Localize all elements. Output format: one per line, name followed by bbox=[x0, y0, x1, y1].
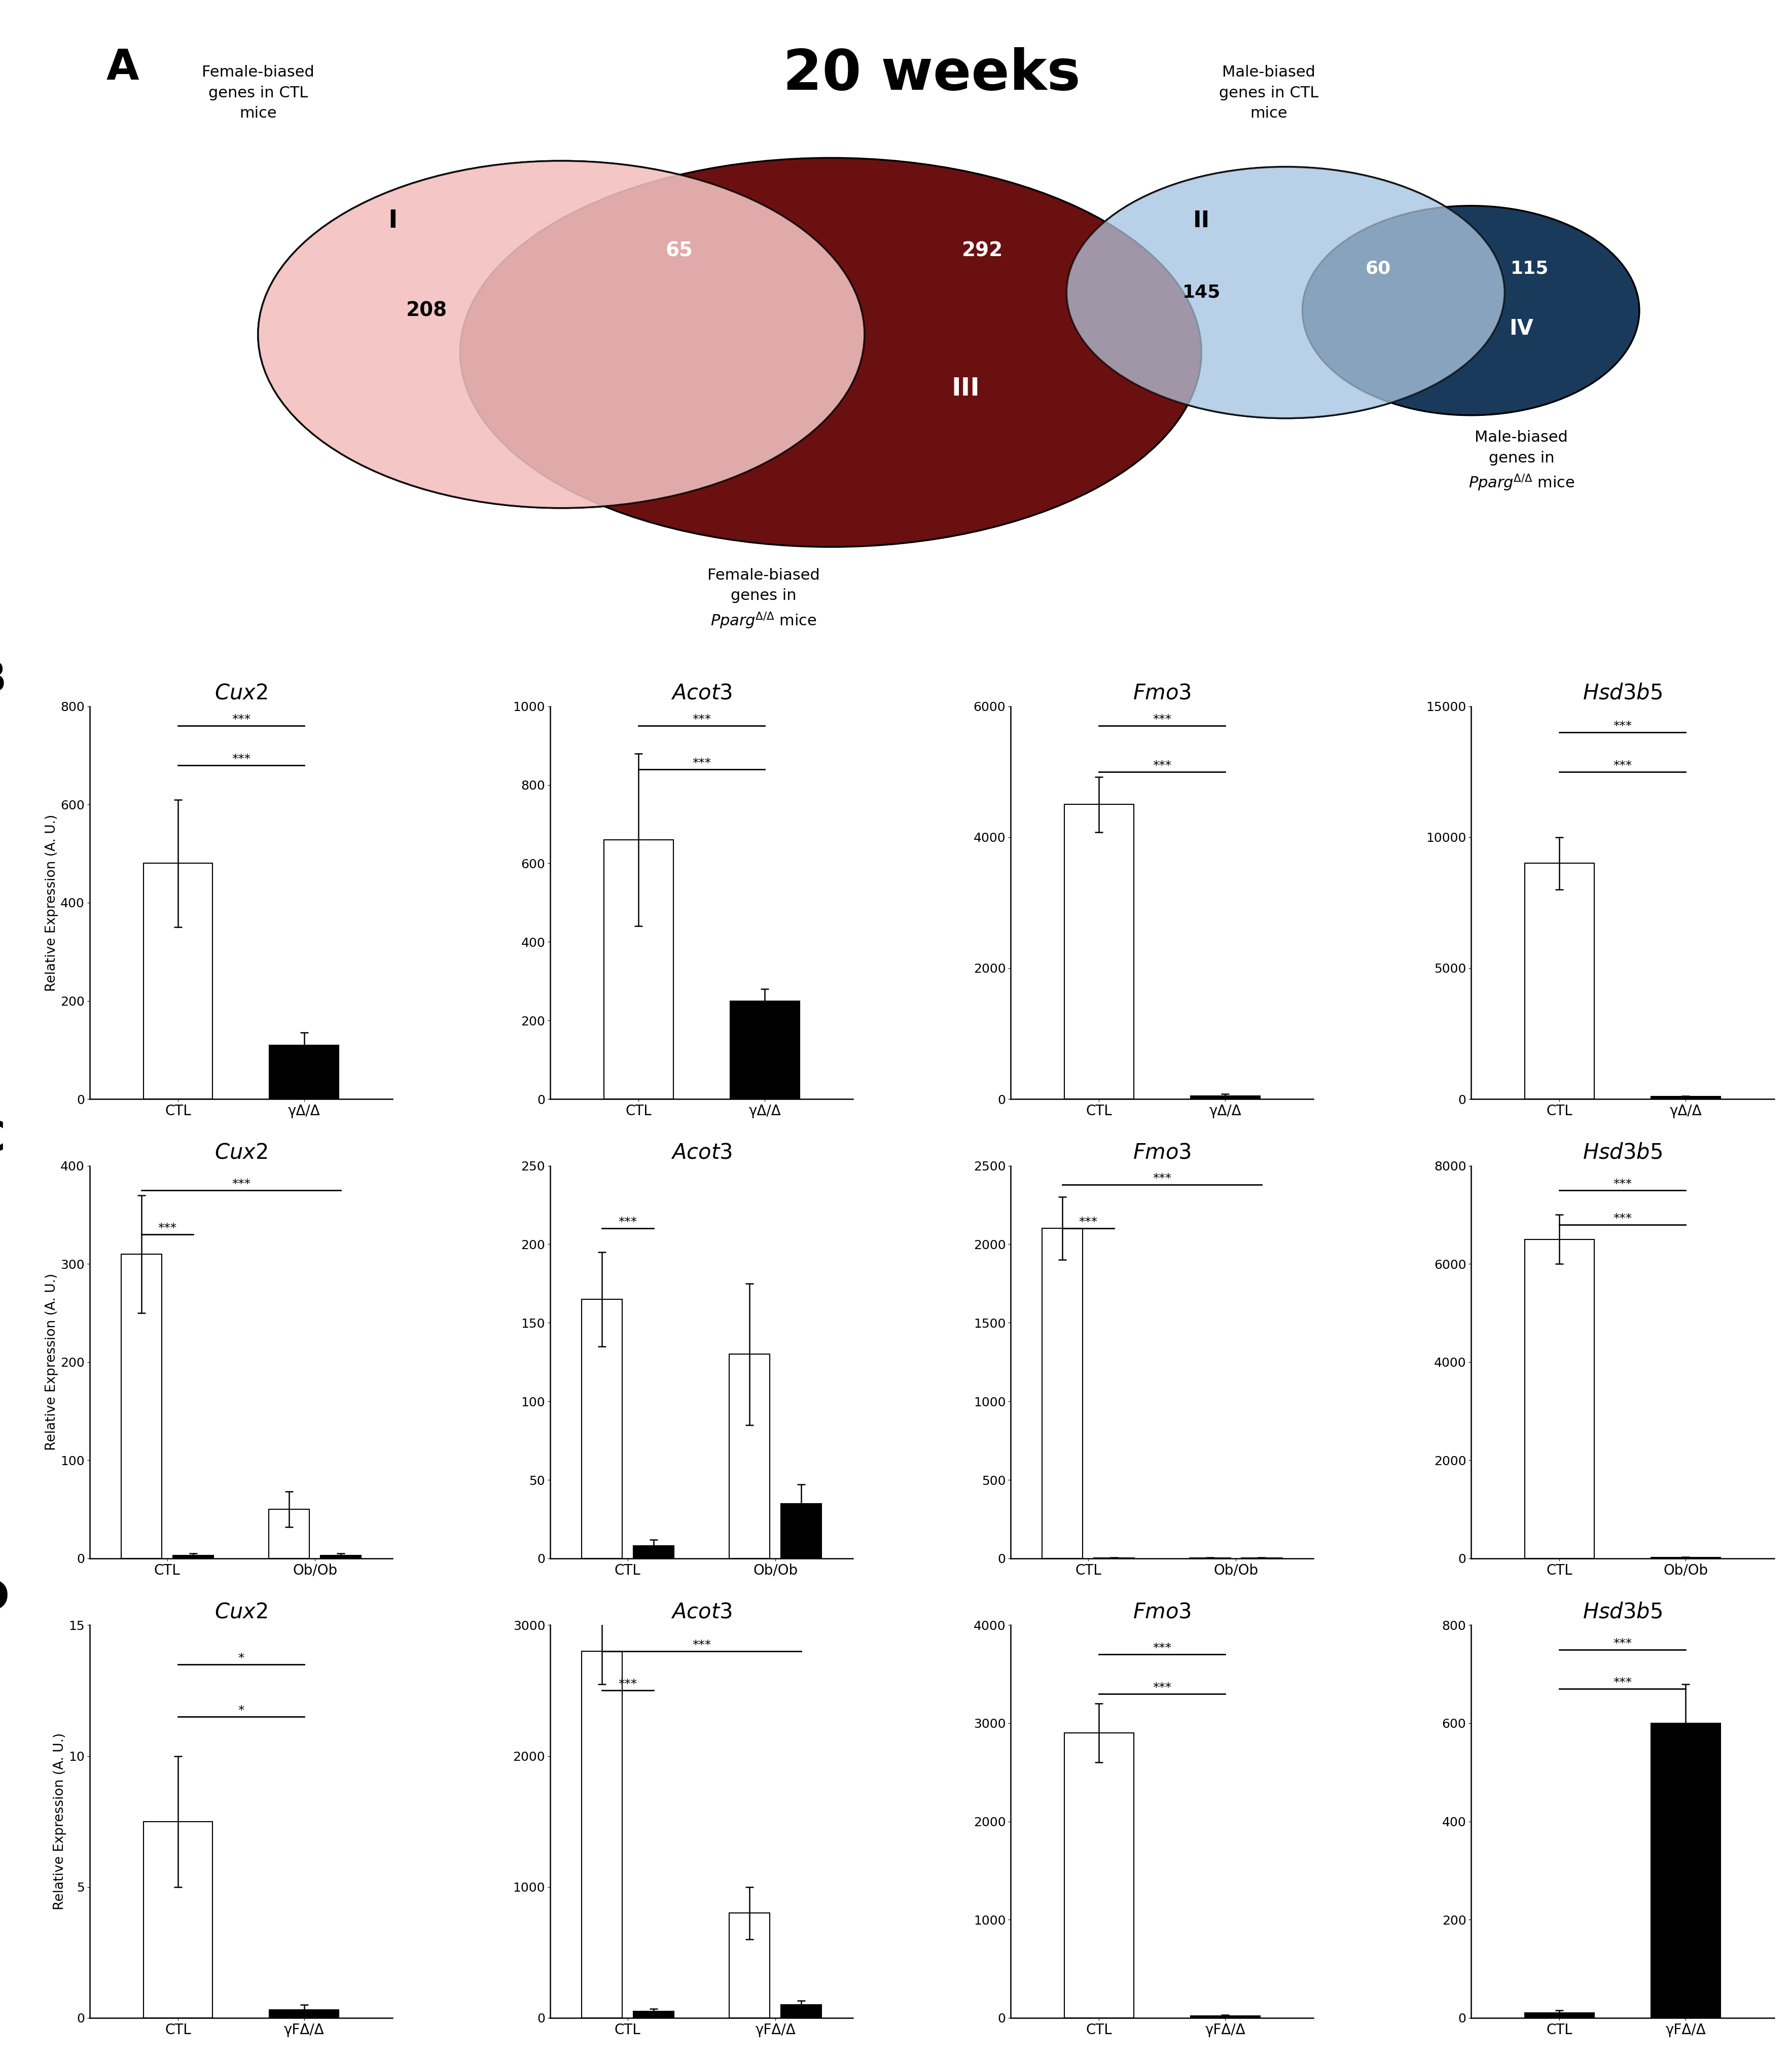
Title: $\it{Cux2}$: $\it{Cux2}$ bbox=[215, 1143, 267, 1163]
Title: $\it{Acot3}$: $\it{Acot3}$ bbox=[670, 1602, 733, 1622]
Text: ***: *** bbox=[1152, 714, 1172, 727]
Title: $\it{Acot3}$: $\it{Acot3}$ bbox=[670, 682, 733, 704]
Text: ***: *** bbox=[692, 1639, 711, 1651]
Bar bbox=[1041, 1229, 1082, 1559]
Bar bbox=[269, 2010, 339, 2018]
Bar bbox=[729, 1001, 799, 1100]
Bar bbox=[321, 1555, 362, 1559]
Text: D: D bbox=[0, 1577, 9, 1618]
Text: ***: *** bbox=[692, 714, 711, 727]
Title: $\it{Fmo3}$: $\it{Fmo3}$ bbox=[1133, 682, 1192, 704]
Text: ***: *** bbox=[1613, 1178, 1633, 1190]
Bar bbox=[269, 1046, 339, 1100]
Text: 115: 115 bbox=[1511, 259, 1548, 278]
Text: *: * bbox=[238, 1651, 244, 1664]
Title: $\it{Hsd3b5}$: $\it{Hsd3b5}$ bbox=[1582, 1143, 1663, 1163]
Ellipse shape bbox=[258, 161, 864, 509]
Text: ***: *** bbox=[1613, 721, 1633, 733]
Bar bbox=[269, 1509, 310, 1559]
Text: ***: *** bbox=[1152, 1172, 1172, 1184]
Text: A: A bbox=[106, 47, 140, 89]
Text: ***: *** bbox=[1613, 1213, 1633, 1225]
Bar bbox=[143, 1822, 213, 2018]
Bar bbox=[781, 2005, 823, 2018]
Text: 208: 208 bbox=[407, 301, 446, 319]
Bar bbox=[1525, 1240, 1595, 1559]
Bar bbox=[582, 1651, 622, 2018]
Title: $\it{Hsd3b5}$: $\it{Hsd3b5}$ bbox=[1582, 1602, 1663, 1622]
Text: ***: *** bbox=[1152, 1682, 1172, 1695]
Text: ***: *** bbox=[1613, 1676, 1633, 1688]
Ellipse shape bbox=[1066, 167, 1505, 418]
Ellipse shape bbox=[1066, 167, 1505, 418]
Text: I: I bbox=[389, 208, 398, 233]
Title: $\it{Cux2}$: $\it{Cux2}$ bbox=[215, 682, 267, 704]
Text: ***: *** bbox=[1613, 1637, 1633, 1649]
Bar bbox=[582, 1299, 622, 1559]
Text: 20 weeks: 20 weeks bbox=[783, 47, 1081, 101]
Text: ***: *** bbox=[231, 754, 251, 766]
Bar bbox=[729, 1913, 771, 2018]
Text: Male-biased
genes in
$\it{Pparg}$$^{\Delta/\Delta}$ mice: Male-biased genes in $\it{Pparg}$$^{\Del… bbox=[1468, 430, 1575, 492]
Bar bbox=[1064, 1734, 1134, 2018]
Text: 292: 292 bbox=[962, 241, 1004, 259]
Bar bbox=[1190, 1095, 1260, 1100]
Text: Male-biased
genes in CTL
mice: Male-biased genes in CTL mice bbox=[1219, 66, 1319, 121]
Text: Female-biased
genes in CTL
mice: Female-biased genes in CTL mice bbox=[202, 66, 314, 121]
Ellipse shape bbox=[461, 159, 1201, 548]
Text: ***: *** bbox=[618, 1678, 638, 1690]
Text: 145: 145 bbox=[1183, 284, 1220, 301]
Bar bbox=[781, 1503, 823, 1559]
Text: 65: 65 bbox=[665, 241, 694, 259]
Title: $\it{Fmo3}$: $\it{Fmo3}$ bbox=[1133, 1143, 1192, 1163]
Ellipse shape bbox=[258, 161, 864, 509]
Text: *: * bbox=[238, 1705, 244, 1717]
Bar bbox=[633, 1546, 674, 1559]
Bar bbox=[1525, 2014, 1595, 2018]
Bar bbox=[604, 840, 674, 1100]
Text: ***: *** bbox=[1079, 1217, 1098, 1229]
Text: Female-biased
genes in
$\it{Pparg}$$^{\Delta/\Delta}$ mice: Female-biased genes in $\it{Pparg}$$^{\D… bbox=[708, 568, 819, 630]
Text: II: II bbox=[1193, 210, 1210, 231]
Text: C: C bbox=[0, 1118, 5, 1159]
Text: IV: IV bbox=[1509, 317, 1534, 340]
Bar bbox=[1650, 1097, 1720, 1100]
Title: $\it{Acot3}$: $\it{Acot3}$ bbox=[670, 1143, 733, 1163]
Y-axis label: Relative Expression (A. U.): Relative Expression (A. U.) bbox=[45, 813, 59, 990]
Y-axis label: Relative Expression (A. U.): Relative Expression (A. U.) bbox=[45, 1272, 59, 1452]
Bar bbox=[633, 2012, 674, 2018]
Bar bbox=[729, 1355, 771, 1559]
Text: ***: *** bbox=[692, 758, 711, 770]
Title: $\it{Hsd3b5}$: $\it{Hsd3b5}$ bbox=[1582, 682, 1663, 704]
Title: $\it{Cux2}$: $\it{Cux2}$ bbox=[215, 1602, 267, 1622]
Text: ***: *** bbox=[231, 714, 251, 727]
Y-axis label: Relative Expression (A. U.): Relative Expression (A. U.) bbox=[54, 1734, 66, 1911]
Bar bbox=[172, 1555, 213, 1559]
Bar bbox=[1650, 1723, 1720, 2018]
Title: $\it{Fmo3}$: $\it{Fmo3}$ bbox=[1133, 1602, 1192, 1622]
Bar bbox=[143, 863, 213, 1100]
Ellipse shape bbox=[1303, 206, 1640, 416]
Bar bbox=[1525, 863, 1595, 1100]
Text: ***: *** bbox=[158, 1223, 177, 1235]
Text: ***: *** bbox=[1613, 760, 1633, 772]
Text: ***: *** bbox=[618, 1217, 638, 1229]
Text: 60: 60 bbox=[1366, 259, 1391, 278]
Bar bbox=[122, 1254, 161, 1559]
Text: ***: *** bbox=[1152, 1643, 1172, 1655]
Text: ***: *** bbox=[231, 1178, 251, 1190]
Bar bbox=[1064, 805, 1134, 1100]
Text: ***: *** bbox=[1152, 760, 1172, 772]
Text: III: III bbox=[952, 377, 980, 399]
Text: B: B bbox=[0, 659, 7, 700]
